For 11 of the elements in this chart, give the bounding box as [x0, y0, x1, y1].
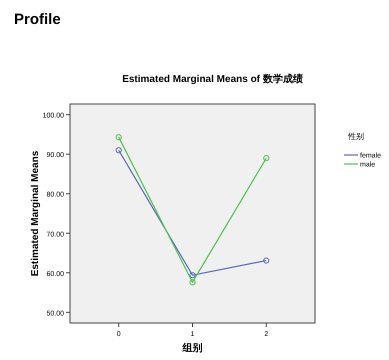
point [263, 155, 270, 162]
legend-title: 性别 [347, 132, 364, 141]
y-axis-title: Estimated Marginal Means [30, 150, 41, 276]
point [116, 134, 122, 140]
x-axis-title: 组别 [182, 342, 202, 354]
point [263, 257, 270, 264]
chart-title: Profile [14, 11, 61, 28]
point [189, 279, 196, 286]
point [189, 272, 196, 278]
chart-subtitle: Estimated Marginal Means of 数学成绩 [122, 73, 303, 85]
point [116, 147, 122, 154]
